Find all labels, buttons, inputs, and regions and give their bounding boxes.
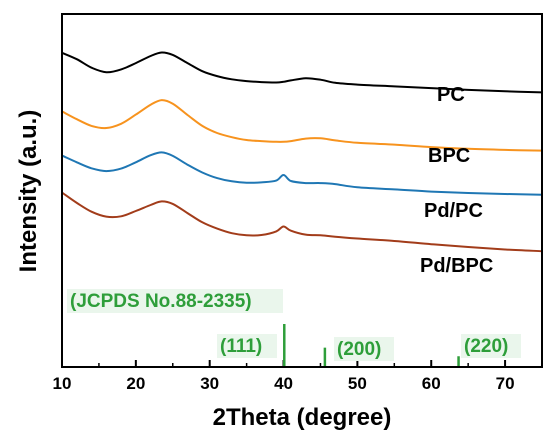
x-axis-title: 2Theta (degree) <box>213 404 392 431</box>
series-group <box>61 51 543 253</box>
series-label-pd-bpc: Pd/BPC <box>420 255 493 277</box>
series-line-pc <box>61 51 543 94</box>
x-tick-label-20: 20 <box>126 374 145 393</box>
reference-peak-label-highlight-2 <box>461 334 521 358</box>
x-tick-label-10: 10 <box>53 374 72 393</box>
series-line-pd-bpc <box>61 191 543 253</box>
x-tick-label-50: 50 <box>348 374 367 393</box>
series-label-bpc: BPC <box>428 145 470 167</box>
reference-peak-label-1: (200) <box>337 339 381 360</box>
series-label-pc: PC <box>437 84 465 106</box>
reference-peak-label-0: (111) <box>220 336 262 357</box>
series-label-pd-pc: Pd/PC <box>424 200 483 222</box>
x-tick-label-70: 70 <box>496 374 515 393</box>
plot-frame <box>61 13 543 368</box>
series-label-group: PC BPC Pd/PC Pd/BPC <box>420 84 493 277</box>
reference-peak-label-highlight-1 <box>334 337 394 361</box>
x-tick-label-30: 30 <box>200 374 219 393</box>
y-axis-title: Intensity (a.u.) <box>15 110 42 273</box>
reference-peak-label-2: (220) <box>464 336 508 357</box>
reference-title-highlight <box>67 289 283 313</box>
x-tick-label-40: 40 <box>274 374 293 393</box>
series-line-pd-pc <box>61 151 543 196</box>
reference-title: (JCPDS No.88-2335) <box>70 291 252 312</box>
series-line-bpc <box>61 99 543 152</box>
reference-pattern: (JCPDS No.88-2335) (111) (200) (220) <box>67 289 521 367</box>
x-tick-label-60: 60 <box>422 374 441 393</box>
reference-peak-label-highlight-0 <box>217 334 277 358</box>
